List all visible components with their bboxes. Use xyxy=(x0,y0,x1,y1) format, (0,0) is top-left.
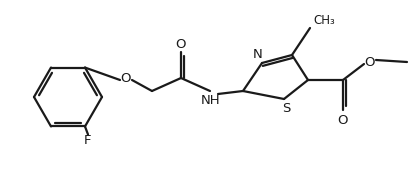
Text: F: F xyxy=(84,134,92,147)
Text: S: S xyxy=(282,102,290,116)
Text: O: O xyxy=(365,56,375,68)
Text: NH: NH xyxy=(201,95,221,107)
Text: CH₃: CH₃ xyxy=(313,13,335,27)
Text: O: O xyxy=(176,38,186,50)
Text: O: O xyxy=(121,72,131,84)
Text: N: N xyxy=(253,48,263,61)
Text: O: O xyxy=(338,113,348,127)
